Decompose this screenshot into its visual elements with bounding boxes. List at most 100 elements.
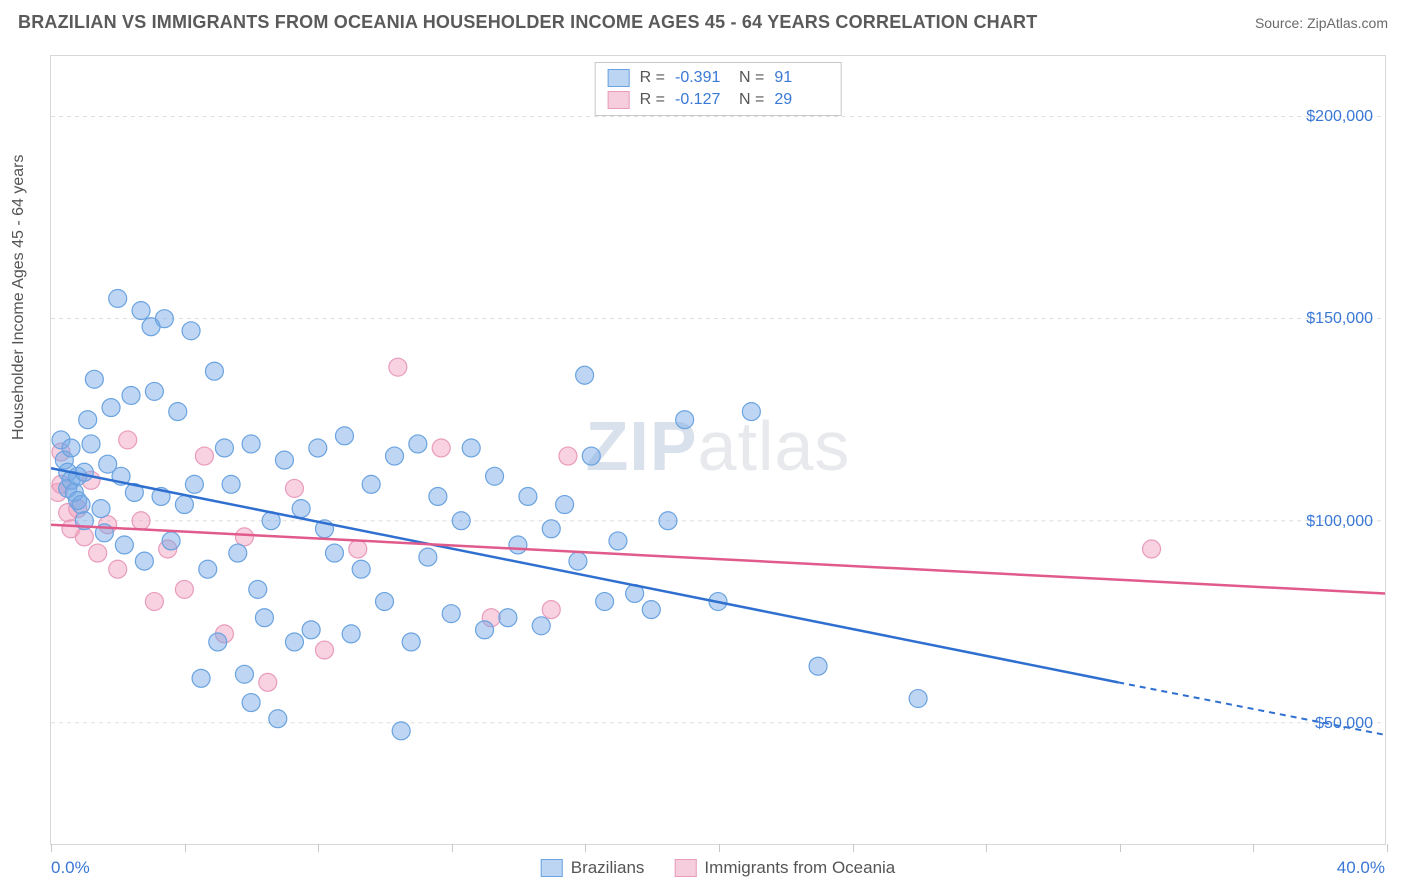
x-tick-mark (185, 844, 186, 852)
data-point (205, 362, 223, 380)
data-point (292, 500, 310, 518)
data-point (642, 601, 660, 619)
data-point (222, 475, 240, 493)
data-point (335, 427, 353, 445)
chart-title: BRAZILIAN VS IMMIGRANTS FROM OCEANIA HOU… (18, 12, 1037, 33)
data-point (155, 310, 173, 328)
source-label: Source: ZipAtlas.com (1255, 15, 1388, 31)
legend-item-oceania: Immigrants from Oceania (674, 858, 895, 878)
data-point (109, 289, 127, 307)
data-point (389, 358, 407, 376)
data-point (542, 520, 560, 538)
data-point (419, 548, 437, 566)
data-point (75, 463, 93, 481)
data-point (325, 544, 343, 562)
data-point (809, 657, 827, 675)
data-point (192, 669, 210, 687)
data-point (259, 673, 277, 691)
r-value-oceania: -0.127 (675, 91, 729, 109)
data-point (542, 601, 560, 619)
data-point (132, 302, 150, 320)
data-point (302, 621, 320, 639)
x-tick-mark (585, 844, 586, 852)
data-point (609, 532, 627, 550)
data-point (509, 536, 527, 554)
data-point (362, 475, 380, 493)
data-point (376, 593, 394, 611)
y-axis-label: Householder Income Ages 45 - 64 years (10, 155, 28, 441)
data-point (315, 641, 333, 659)
correlation-row-brazilians: R = -0.391 N = 91 (608, 67, 829, 89)
data-point (349, 540, 367, 558)
data-point (659, 512, 677, 530)
data-point (62, 439, 80, 457)
data-point (499, 609, 517, 627)
y-tick-label: $50,000 (1315, 715, 1373, 733)
n-label: N = (739, 69, 764, 87)
n-label: N = (739, 91, 764, 109)
data-point (352, 560, 370, 578)
swatch-brazilians (541, 859, 563, 877)
x-tick-mark (986, 844, 987, 852)
data-point (285, 479, 303, 497)
legend-label-oceania: Immigrants from Oceania (704, 858, 895, 878)
data-point (242, 694, 260, 712)
series-legend: Brazilians Immigrants from Oceania (541, 858, 896, 878)
data-point (102, 399, 120, 417)
data-point (182, 322, 200, 340)
data-point (742, 403, 760, 421)
data-point (255, 609, 273, 627)
data-point (162, 532, 180, 550)
data-point (82, 435, 100, 453)
data-point (145, 593, 163, 611)
data-point (72, 496, 90, 514)
data-point (215, 439, 233, 457)
data-point (342, 625, 360, 643)
data-point (79, 411, 97, 429)
data-point (462, 439, 480, 457)
data-point (85, 370, 103, 388)
n-value-brazilians: 91 (774, 69, 828, 87)
r-label: R = (640, 91, 665, 109)
data-point (199, 560, 217, 578)
data-point (452, 512, 470, 530)
data-point (235, 528, 253, 546)
data-point (309, 439, 327, 457)
data-point (386, 447, 404, 465)
x-axis-min: 0.0% (51, 858, 90, 878)
data-point (559, 447, 577, 465)
data-point (235, 665, 253, 683)
chart-area: ZIPatlas $50,000$100,000$150,000$200,000… (50, 55, 1386, 845)
y-tick-label: $150,000 (1306, 310, 1373, 328)
data-point (89, 544, 107, 562)
legend-label-brazilians: Brazilians (571, 858, 645, 878)
data-point (175, 496, 193, 514)
correlation-row-oceania: R = -0.127 N = 29 (608, 89, 829, 111)
data-point (115, 536, 133, 554)
x-tick-mark (1253, 844, 1254, 852)
data-point (242, 435, 260, 453)
data-point (432, 439, 450, 457)
data-point (476, 621, 494, 639)
x-tick-mark (853, 844, 854, 852)
x-tick-mark (1387, 844, 1388, 852)
data-point (209, 633, 227, 651)
data-point (486, 467, 504, 485)
r-value-brazilians: -0.391 (675, 69, 729, 87)
y-tick-label: $100,000 (1306, 513, 1373, 531)
data-point (195, 447, 213, 465)
data-point (442, 605, 460, 623)
data-point (122, 386, 140, 404)
data-point (676, 411, 694, 429)
data-point (92, 500, 110, 518)
data-point (392, 722, 410, 740)
data-point (249, 580, 267, 598)
data-point (132, 512, 150, 530)
data-point (402, 633, 420, 651)
n-value-oceania: 29 (774, 91, 828, 109)
x-tick-mark (318, 844, 319, 852)
x-tick-mark (1120, 844, 1121, 852)
data-point (1143, 540, 1161, 558)
swatch-oceania (674, 859, 696, 877)
data-point (119, 431, 137, 449)
